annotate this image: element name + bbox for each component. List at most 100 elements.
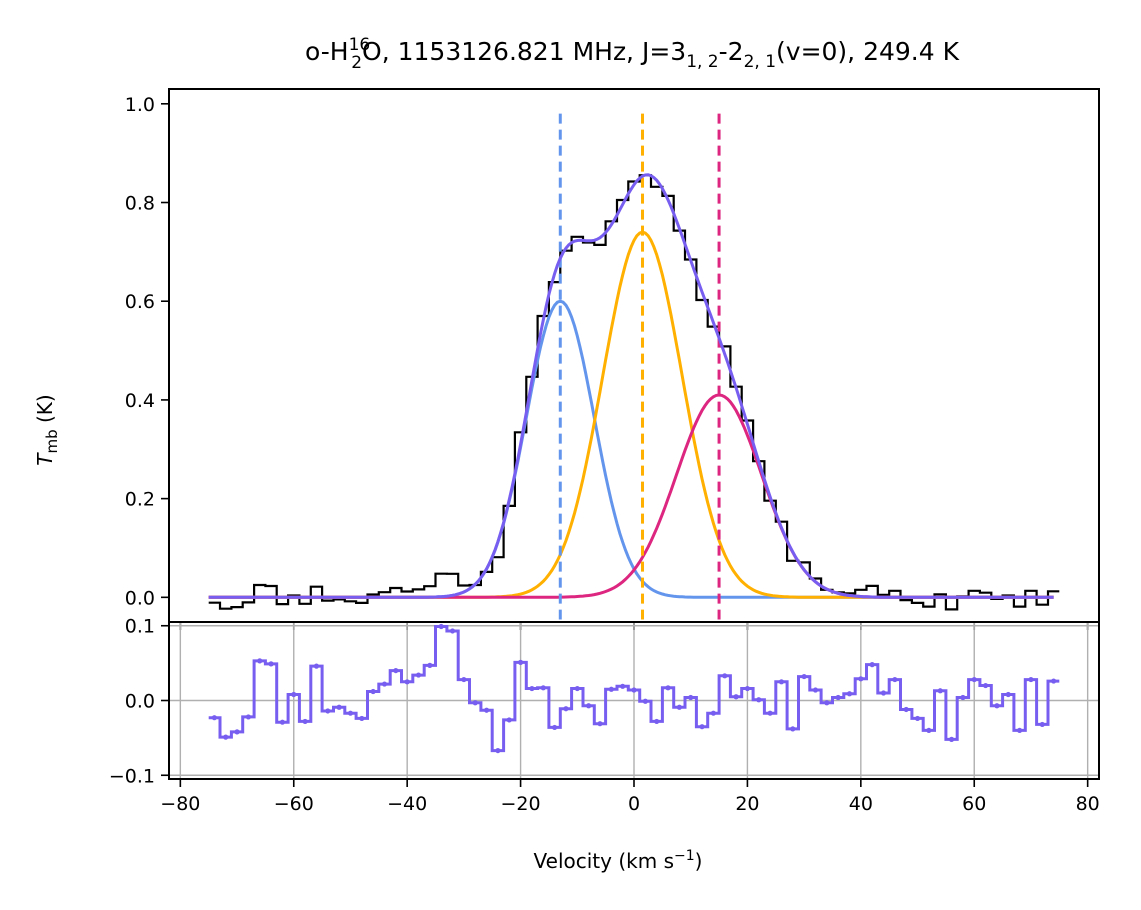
residual-point xyxy=(869,662,875,668)
residual-point xyxy=(790,726,796,732)
residual-point xyxy=(620,683,626,689)
x-tick-label: 60 xyxy=(962,793,986,815)
residual-point xyxy=(268,661,274,667)
residual-point xyxy=(563,706,569,712)
residual-point xyxy=(733,694,739,700)
residual-point xyxy=(926,727,932,734)
residual-point xyxy=(586,703,592,709)
bottom-y-axis: −0.1 0.0 0.1 xyxy=(109,616,169,787)
observed-spectrum xyxy=(208,174,1060,611)
x-tick-label: −60 xyxy=(274,793,314,815)
bottom-y-tick-label: 0.0 xyxy=(125,691,155,713)
residual-point xyxy=(506,717,512,723)
residual-point xyxy=(370,688,376,695)
residual-point xyxy=(517,659,524,665)
x-axis-label: Velocity (km s−1) xyxy=(534,848,703,873)
top-plot-area xyxy=(208,113,1060,620)
residual-point xyxy=(903,706,909,713)
x-tick-label: −20 xyxy=(501,793,541,815)
residual-point xyxy=(608,686,614,692)
residual-point xyxy=(722,673,728,679)
residual-point xyxy=(937,688,943,694)
residual-point xyxy=(404,679,410,685)
residual-point xyxy=(540,685,546,691)
residual-point xyxy=(665,685,671,691)
total-fit-curve xyxy=(208,173,1054,599)
x-tick-label: 80 xyxy=(1076,793,1100,815)
residual-point xyxy=(914,715,921,722)
x-tick-label: 20 xyxy=(735,793,759,815)
residual-point xyxy=(279,719,286,725)
residual-panel: −0.1 0.0 0.1 xyxy=(109,616,1100,787)
residual-point xyxy=(427,662,433,668)
residual-point xyxy=(858,676,864,682)
residual-plot-area xyxy=(208,623,1060,754)
residual-point xyxy=(892,676,898,683)
residual-point xyxy=(597,721,603,727)
x-tick-label: 40 xyxy=(849,793,873,815)
x-tick-label: 0 xyxy=(628,793,640,815)
residual-point xyxy=(778,679,785,685)
residual-point xyxy=(631,687,637,693)
residual-point xyxy=(971,676,977,683)
residual-point xyxy=(359,715,365,722)
residual-point xyxy=(234,729,240,735)
residual-point xyxy=(291,691,297,698)
residual-grid xyxy=(169,622,1099,779)
residual-point xyxy=(393,667,399,674)
residual-point xyxy=(461,676,467,683)
top-y-tick-label: 0.0 xyxy=(125,587,155,609)
residual-point xyxy=(654,718,660,725)
top-y-axis: 0.0 0.2 0.4 0.6 0.8 1.0 xyxy=(125,94,169,609)
residual-point xyxy=(223,734,229,740)
residual-point xyxy=(688,694,694,701)
x-tick-label: −40 xyxy=(387,793,427,815)
y-axis-label: Tmb (K) xyxy=(33,394,61,465)
residual-point xyxy=(960,694,966,701)
residual-point xyxy=(211,715,217,721)
x-tick-label: −80 xyxy=(160,793,200,815)
residual-point xyxy=(744,685,751,692)
residual-point xyxy=(257,658,263,664)
top-y-tick-label: 0.2 xyxy=(125,489,155,511)
residual-point xyxy=(529,685,535,692)
residual-point xyxy=(846,691,853,697)
residual-point xyxy=(676,704,682,710)
x-axis: −80 −60 −40 −20 0 20 40 60 80 xyxy=(160,779,1100,815)
residual-point xyxy=(1005,691,1011,698)
residual-point xyxy=(313,663,320,669)
residual-point xyxy=(1051,678,1057,684)
residual-point xyxy=(415,672,422,678)
top-y-tick-label: 0.8 xyxy=(125,193,155,215)
residual-point xyxy=(642,698,648,704)
bottom-y-tick-label: 0.1 xyxy=(125,616,155,638)
residual-point xyxy=(449,628,456,634)
residual-point xyxy=(767,710,773,716)
residual-point xyxy=(994,703,1000,709)
residual-point xyxy=(245,714,251,720)
residual-point xyxy=(1039,721,1045,728)
residual-point xyxy=(812,687,819,693)
residual-point xyxy=(483,707,490,713)
top-y-tick-label: 1.0 xyxy=(125,94,155,116)
bottom-y-tick-label: −0.1 xyxy=(109,765,155,787)
residual-point xyxy=(336,704,342,710)
chart-title: o-H16 2O, 1153126.821 MHz, J=31, 2-22, 1(… xyxy=(305,35,960,73)
residual-point xyxy=(710,710,716,716)
residual-point xyxy=(801,673,807,680)
residual-point xyxy=(495,747,501,754)
residual-point xyxy=(982,682,989,689)
residual-point xyxy=(824,700,830,706)
residual-point xyxy=(325,708,331,714)
top-y-tick-label: 0.4 xyxy=(125,390,155,412)
residual-point xyxy=(302,718,308,725)
top-y-tick-label: 0.6 xyxy=(125,291,155,313)
residual-point xyxy=(381,681,388,687)
residual-point xyxy=(574,685,580,692)
residual-point xyxy=(347,710,354,716)
residual-point xyxy=(552,724,558,731)
residual-point xyxy=(472,700,478,706)
residual-point xyxy=(835,694,841,701)
residual-point xyxy=(948,736,955,742)
residual-point xyxy=(1028,676,1034,683)
